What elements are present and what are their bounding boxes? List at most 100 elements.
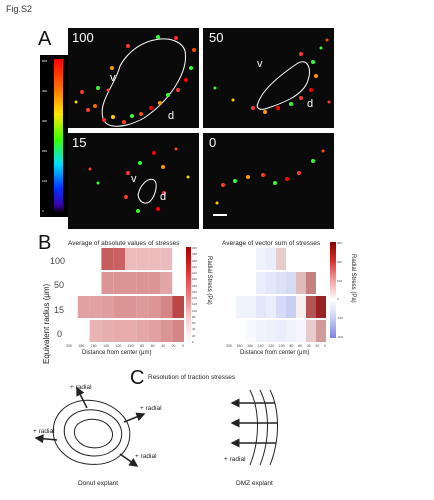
colorbar-tick: 0: [337, 297, 339, 302]
micrograph-100-image: [74, 35, 196, 127]
micrograph-label: 0: [209, 135, 217, 150]
plus-sign: +: [224, 456, 228, 463]
radial-label: + radial: [140, 405, 162, 412]
panel-c-title: Resolution of traction stresses: [148, 374, 236, 381]
panel-a-letter: A: [38, 28, 52, 50]
radial-arrow: [123, 412, 146, 423]
heatmap-cell: [77, 296, 90, 318]
donut-explant-diagram: [34, 386, 146, 467]
heatmap-abs-stress: [66, 247, 184, 343]
panel-a-colorbar-gradient: [54, 59, 63, 213]
heatmap-cell: [276, 272, 286, 294]
heatmap-colorbar-ticks: 300 200 100 0 -100 -200: [337, 241, 343, 339]
heatmap-cell: [266, 296, 276, 318]
x-tick: 80: [140, 344, 145, 348]
radial-text: radial: [75, 384, 92, 391]
heatmap-cell: [172, 320, 184, 342]
heatmap-cell: [101, 272, 114, 294]
x-tick: 120: [268, 344, 275, 348]
colorbar-tick: 0: [192, 339, 194, 344]
heatmap-cell: [276, 248, 286, 270]
colorbar-tick: 220: [192, 271, 198, 276]
colorbar-tick: 200: [337, 259, 343, 264]
heatmap-cell: [101, 320, 114, 342]
x-tick: 60: [150, 344, 155, 348]
heatmap-ytick: 50: [54, 280, 65, 290]
heatmap-cell: [246, 296, 256, 318]
micrograph-50-image: [213, 38, 331, 114]
micrograph-0-image: [213, 149, 325, 216]
heatmap-colorbar-ticks: 300 280 260 240 220 200 180 160 140 120 …: [192, 246, 197, 344]
heatmap-cell: [136, 296, 149, 318]
x-tick: 60: [298, 344, 303, 348]
dmz-boundary-line: [259, 389, 268, 466]
heatmap-cell: [148, 296, 161, 318]
heatmap-cell: [256, 248, 266, 270]
heatmap-cell: [276, 296, 286, 318]
colorbar-tick: 300: [337, 241, 343, 245]
heatmap-xlabel: Distance from center (μm): [240, 350, 310, 356]
radial-text: radial: [229, 456, 246, 463]
heatmap-cell: [266, 320, 276, 342]
heatmap-cell: [113, 320, 125, 342]
heatmap-cell: [136, 248, 149, 270]
heatmap-cell: [160, 248, 173, 270]
colorbar-tick: 200: [192, 277, 198, 282]
plus-sign: +: [33, 428, 37, 435]
x-tick: 200: [226, 344, 232, 348]
x-tick: 40: [161, 344, 166, 348]
traction-vectors: [74, 35, 196, 124]
heatmap-cell: [113, 248, 125, 270]
dorsal-label: d: [160, 191, 167, 203]
heatmap-cell: [256, 296, 266, 318]
heatmap-cell: [172, 296, 184, 318]
colorbar-tick: 160: [192, 289, 198, 294]
x-tick: 160: [90, 344, 97, 348]
x-tick: 100: [278, 344, 285, 348]
radial-label: + radial: [70, 384, 92, 391]
micrograph-label: 50: [209, 30, 224, 45]
radial-text: radial: [38, 428, 55, 435]
radial-label: + radial: [224, 456, 246, 463]
heatmap-cell: [236, 296, 246, 318]
colorbar-tick: 0: [42, 209, 44, 213]
heatmap-cell: [286, 272, 296, 294]
explant-outline: [256, 61, 310, 110]
micrograph-15-image: [88, 147, 190, 213]
heatmap-cell: [125, 320, 137, 342]
heatmap-cell: [286, 296, 296, 318]
radial-arrow: [119, 453, 139, 467]
dmz-boundary-line: [249, 389, 258, 466]
colorbar-tick: -200: [337, 334, 344, 339]
x-tick: 40: [306, 344, 311, 348]
dmz-explant-diagram: [230, 389, 278, 466]
heatmap-cell: [113, 296, 125, 318]
heatmap-cell: [101, 248, 114, 270]
heatmap-cell: [306, 320, 316, 342]
heatmap-cell: [89, 320, 102, 342]
colorbar-tick: 60: [192, 321, 196, 326]
heatmap-cell: [125, 296, 137, 318]
heatmap-cell: [306, 296, 316, 318]
heatmap-ytick: 15: [54, 305, 65, 315]
colorbar-tick: 200: [42, 149, 48, 153]
panel-b-letter: B: [38, 232, 52, 254]
x-tick: 140: [103, 344, 109, 348]
heatmap-ytick: 100: [50, 256, 66, 266]
heatmap-cell: [256, 272, 266, 294]
ventral-label: v: [257, 58, 263, 70]
plus-sign: +: [70, 384, 74, 391]
heatmap-cell: [256, 320, 266, 342]
colorbar-tick: 20: [192, 333, 196, 338]
micrograph-label: 100: [72, 30, 94, 45]
radial-arrow: [34, 434, 58, 444]
heatmap-cell: [160, 320, 173, 342]
heatmap-cell: [296, 320, 306, 342]
heatmap-cell: [296, 272, 306, 294]
heatmap-cell: [148, 248, 161, 270]
explant-outline: [101, 38, 186, 127]
heatmap-cell: [113, 272, 125, 294]
traction-vectors: [215, 149, 325, 205]
donut-outer-ring: [52, 399, 131, 465]
colorbar-tick: 500: [42, 59, 48, 63]
